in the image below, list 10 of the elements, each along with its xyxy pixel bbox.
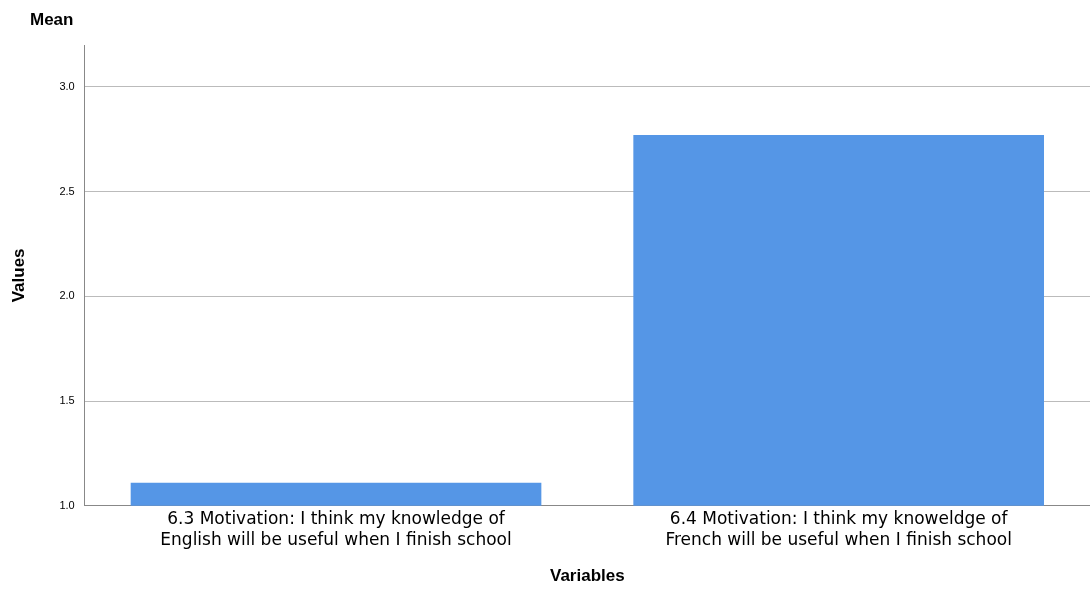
y-tick-label: 2.0 [59,289,75,302]
y-tick-label: 3.0 [59,79,75,92]
x-tick-label: 6.3 Motivation: I think my knowledge of English will be useful when I finish school [160,508,512,549]
chart-title: Mean [30,10,74,30]
x-tick-label: 6.4 Motivation: I think my knoweldge of French will be useful when I finish school [665,508,1012,549]
x-axis-title: Variables [550,566,625,586]
y-tick-label: 1.5 [59,394,75,407]
y-tick-label: 1.0 [59,498,75,511]
y-tick-label: 2.5 [59,184,75,197]
y-axis-title: Values [8,248,28,303]
